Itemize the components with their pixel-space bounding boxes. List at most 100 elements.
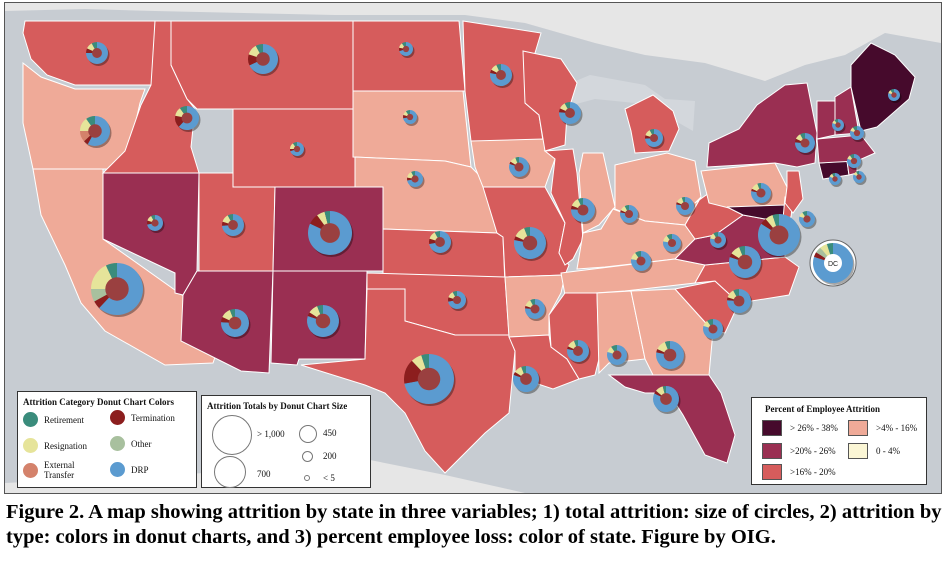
state-il bbox=[543, 148, 584, 266]
donut-hole bbox=[649, 133, 659, 143]
donut-mt bbox=[248, 44, 280, 76]
donut-hole bbox=[228, 316, 242, 330]
donut-hole bbox=[573, 346, 583, 356]
state-me bbox=[850, 42, 916, 132]
legend-label: DRP bbox=[131, 464, 149, 475]
donut-hole bbox=[680, 201, 690, 211]
donut-pa bbox=[751, 183, 773, 205]
state-sd bbox=[352, 90, 472, 168]
state-mi bbox=[624, 94, 680, 154]
donut-hole bbox=[737, 254, 753, 270]
donut-nh bbox=[850, 126, 866, 142]
donut-hole bbox=[832, 176, 838, 182]
donut-hole bbox=[714, 236, 722, 244]
donut-hole bbox=[756, 188, 766, 198]
donut-nm bbox=[306, 305, 341, 339]
size-legend: Attrition Totals by Donut Chart Size > 1… bbox=[201, 395, 371, 488]
size-circle-450 bbox=[299, 425, 317, 443]
state-or bbox=[22, 61, 146, 170]
dc-label: DC bbox=[828, 261, 838, 268]
resignation-swatch bbox=[23, 438, 38, 453]
percent-swatch bbox=[848, 420, 868, 436]
donut-wa bbox=[86, 42, 110, 66]
legend-label: Retirement bbox=[44, 414, 84, 425]
size-circle-small bbox=[304, 475, 310, 481]
donut-layer: DC bbox=[80, 42, 902, 414]
legend-item-termination: Termination bbox=[110, 410, 175, 425]
size-label-small: < 5 bbox=[323, 473, 335, 483]
size-label-200: 200 bbox=[323, 451, 337, 461]
percent-swatch bbox=[762, 443, 782, 459]
donut-va bbox=[729, 246, 763, 280]
donut-sc bbox=[702, 319, 725, 341]
donut-ks bbox=[429, 231, 453, 255]
donut-hole bbox=[667, 238, 677, 248]
donut-wv bbox=[710, 232, 728, 250]
donut-or bbox=[80, 116, 112, 148]
donut-slice-termination bbox=[147, 220, 155, 225]
figure-caption: Figure 2. A map showing attrition by sta… bbox=[6, 501, 942, 548]
donut-hole bbox=[417, 367, 441, 391]
donut-mn bbox=[490, 64, 514, 88]
donut-hole bbox=[315, 313, 331, 329]
percent-item-b2: >4% - 16% bbox=[848, 420, 917, 436]
donut-slice-termination bbox=[448, 297, 457, 302]
donut-slice-termination bbox=[406, 177, 415, 181]
donut-hole bbox=[320, 223, 340, 243]
legend-item-resignation: Resignation bbox=[23, 438, 87, 453]
state-fl bbox=[607, 374, 736, 464]
donut-hole bbox=[181, 112, 193, 124]
donut-hole bbox=[452, 295, 462, 305]
donut-hole bbox=[708, 324, 718, 334]
size-label-450: 450 bbox=[323, 428, 337, 438]
other-swatch bbox=[110, 436, 125, 451]
donut-hole bbox=[514, 162, 524, 172]
size-legend-title: Attrition Totals by Donut Chart Size bbox=[207, 401, 348, 411]
donut-ar bbox=[525, 299, 547, 321]
legend-item-retirement: Retirement bbox=[23, 412, 84, 427]
legend-item-other: Other bbox=[110, 436, 152, 451]
donut-hole bbox=[406, 113, 414, 121]
donut-hole bbox=[612, 350, 622, 360]
donut-ga bbox=[656, 341, 686, 371]
donut-oh bbox=[676, 197, 696, 217]
donut-slice-termination bbox=[403, 114, 410, 119]
donut-fl bbox=[653, 386, 681, 414]
legend-label: Resignation bbox=[44, 440, 87, 451]
donut-tx bbox=[403, 354, 456, 406]
legend-label: Termination bbox=[131, 412, 175, 423]
donut-hole bbox=[151, 219, 159, 227]
donut-slice-termination bbox=[248, 54, 263, 66]
state-wi bbox=[522, 50, 578, 152]
donut-hole bbox=[402, 45, 410, 53]
donut-la bbox=[513, 366, 541, 394]
donut-hole bbox=[800, 138, 810, 148]
donut-hole bbox=[496, 70, 506, 80]
donut-hole bbox=[520, 373, 532, 385]
donut-md bbox=[758, 214, 802, 258]
state-vt bbox=[816, 100, 836, 140]
percent-item-b4: >20% - 26% bbox=[762, 443, 836, 459]
donut-hole bbox=[88, 124, 102, 138]
size-label-large: > 1,000 bbox=[257, 429, 285, 439]
termination-swatch bbox=[110, 410, 125, 425]
donut-hole bbox=[636, 256, 646, 266]
donut-mi bbox=[645, 129, 665, 149]
donut-hole bbox=[733, 295, 745, 307]
percent-item-b5: > 26% - 38% bbox=[762, 420, 838, 436]
external-transfer-swatch bbox=[23, 462, 38, 478]
percent-item-b3: >16% - 20% bbox=[762, 464, 836, 480]
donut-hole bbox=[435, 237, 445, 247]
donut-nj bbox=[799, 211, 817, 229]
percent-swatch bbox=[848, 443, 868, 459]
percent-item-b1: 0 - 4% bbox=[848, 443, 900, 459]
donut-dc: DC bbox=[809, 239, 857, 287]
donut-ut bbox=[222, 214, 246, 238]
percent-swatch bbox=[762, 464, 782, 480]
donut-hole bbox=[105, 277, 129, 301]
donut-ma bbox=[847, 154, 863, 170]
donut-ny bbox=[794, 133, 817, 155]
donut-ia bbox=[509, 157, 531, 179]
donut-ri bbox=[853, 171, 867, 185]
percent-label: >16% - 20% bbox=[790, 467, 836, 477]
